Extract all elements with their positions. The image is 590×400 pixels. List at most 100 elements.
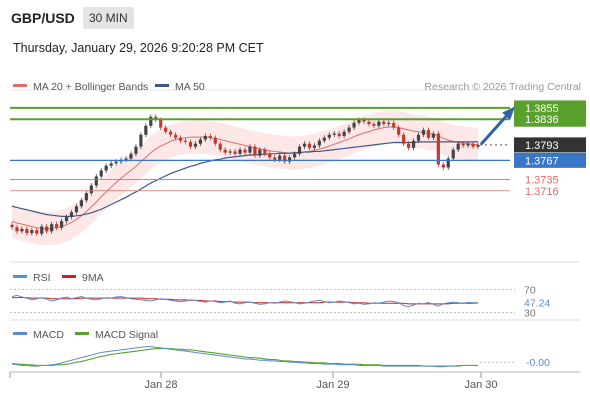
candle: [134, 144, 138, 157]
level-1-3836: 1.3836: [10, 111, 586, 127]
candle: [322, 135, 326, 144]
level-label: 1.3735: [525, 174, 559, 186]
candle: [169, 129, 173, 138]
legend-swatch-ma50: [155, 84, 169, 87]
macd-legend: MACD MACD Signal: [13, 329, 158, 341]
candle: [233, 149, 237, 157]
candle: [213, 135, 217, 147]
panel-frames: [10, 89, 580, 373]
candle: [30, 227, 34, 236]
candle: [253, 144, 257, 158]
candle: [387, 120, 391, 127]
candle: [139, 132, 143, 150]
legend-label-rsi: RSI: [33, 272, 51, 284]
candle: [337, 131, 341, 139]
level-1-3767: 1.3767: [10, 152, 586, 168]
candle: [124, 156, 128, 163]
x-tick-label-jan29: Jan 29: [316, 379, 349, 391]
legend-swatch-macd-signal: [75, 332, 89, 335]
candle: [223, 147, 227, 156]
candle: [10, 222, 14, 230]
candle: [55, 221, 59, 231]
candle: [248, 144, 252, 156]
macd-panel: -0.00: [11, 346, 550, 369]
candle: [40, 224, 44, 237]
candle: [208, 133, 212, 141]
macd-line: [11, 346, 478, 368]
chart-datetime: Thursday, January 29, 2026 9:20:28 PM CE…: [13, 41, 264, 55]
candle: [144, 123, 148, 138]
candle: [302, 141, 307, 150]
legend-swatch-macd: [13, 332, 27, 335]
candle: [406, 141, 411, 151]
rsi-line: [11, 294, 479, 308]
level-1-3735: 1.3735: [10, 174, 559, 186]
rsi-value-label: 47.24: [524, 298, 550, 310]
candle: [238, 147, 242, 157]
candle: [188, 139, 193, 150]
legend-label-macd: MACD: [33, 329, 64, 341]
candle: [476, 142, 480, 150]
candle: [164, 125, 168, 135]
candle: [411, 138, 416, 151]
candle: [332, 131, 336, 138]
candle: [288, 155, 292, 164]
candle: [74, 203, 79, 215]
legend-swatch-rsi: [13, 275, 27, 278]
candle: [64, 214, 69, 224]
candle: [446, 156, 450, 170]
x-axis: Jan 28 Jan 29 Jan 30: [9, 372, 498, 391]
candle: [367, 119, 371, 127]
legend-label-ma20: MA 20 + Bollinger Bands: [33, 81, 148, 93]
candle: [292, 151, 297, 160]
candle: [347, 125, 351, 135]
candle: [342, 129, 346, 139]
candle: [268, 151, 272, 160]
candle: [416, 132, 421, 144]
watermark-text: Research © 2026 Trading Central: [424, 81, 581, 93]
legend-swatch-rsi-ma: [62, 275, 76, 278]
candle: [218, 141, 222, 153]
price-panel: [10, 110, 480, 246]
candle: [50, 221, 54, 234]
candle: [178, 135, 183, 144]
rsi-legend: RSI 9MA: [13, 272, 104, 284]
candle: [79, 197, 84, 209]
candle: [20, 226, 24, 234]
candle: [436, 131, 440, 167]
candle: [466, 141, 470, 148]
candle: [104, 163, 108, 173]
candle: [402, 132, 406, 147]
symbol-title: GBP/USD: [11, 10, 75, 26]
candle: [243, 147, 247, 156]
candle: [84, 190, 88, 203]
candle: [203, 133, 207, 142]
candle: [397, 125, 401, 138]
candle: [421, 127, 426, 138]
candle: [129, 151, 133, 161]
candle: [451, 147, 455, 161]
candle: [312, 143, 317, 151]
candle: [307, 141, 312, 151]
timeframe-badge[interactable]: 30 MIN: [83, 7, 134, 29]
candle: [297, 144, 302, 157]
candle: [441, 162, 445, 170]
candle: [149, 114, 153, 129]
candle: [59, 218, 64, 231]
candle: [317, 138, 321, 148]
candle: [25, 226, 29, 236]
candle: [15, 224, 19, 234]
level-label: 1.3767: [525, 155, 559, 167]
candle: [456, 141, 460, 153]
candle: [471, 141, 475, 150]
candle: [109, 160, 113, 169]
level-1-3855: 1.3855: [10, 100, 586, 116]
candle: [45, 224, 49, 234]
candle: [99, 168, 103, 179]
macd-value-label: -0.00: [526, 357, 550, 369]
candle: [372, 121, 376, 129]
legend-label-macd-signal: MACD Signal: [95, 329, 158, 341]
candle: [173, 132, 178, 141]
